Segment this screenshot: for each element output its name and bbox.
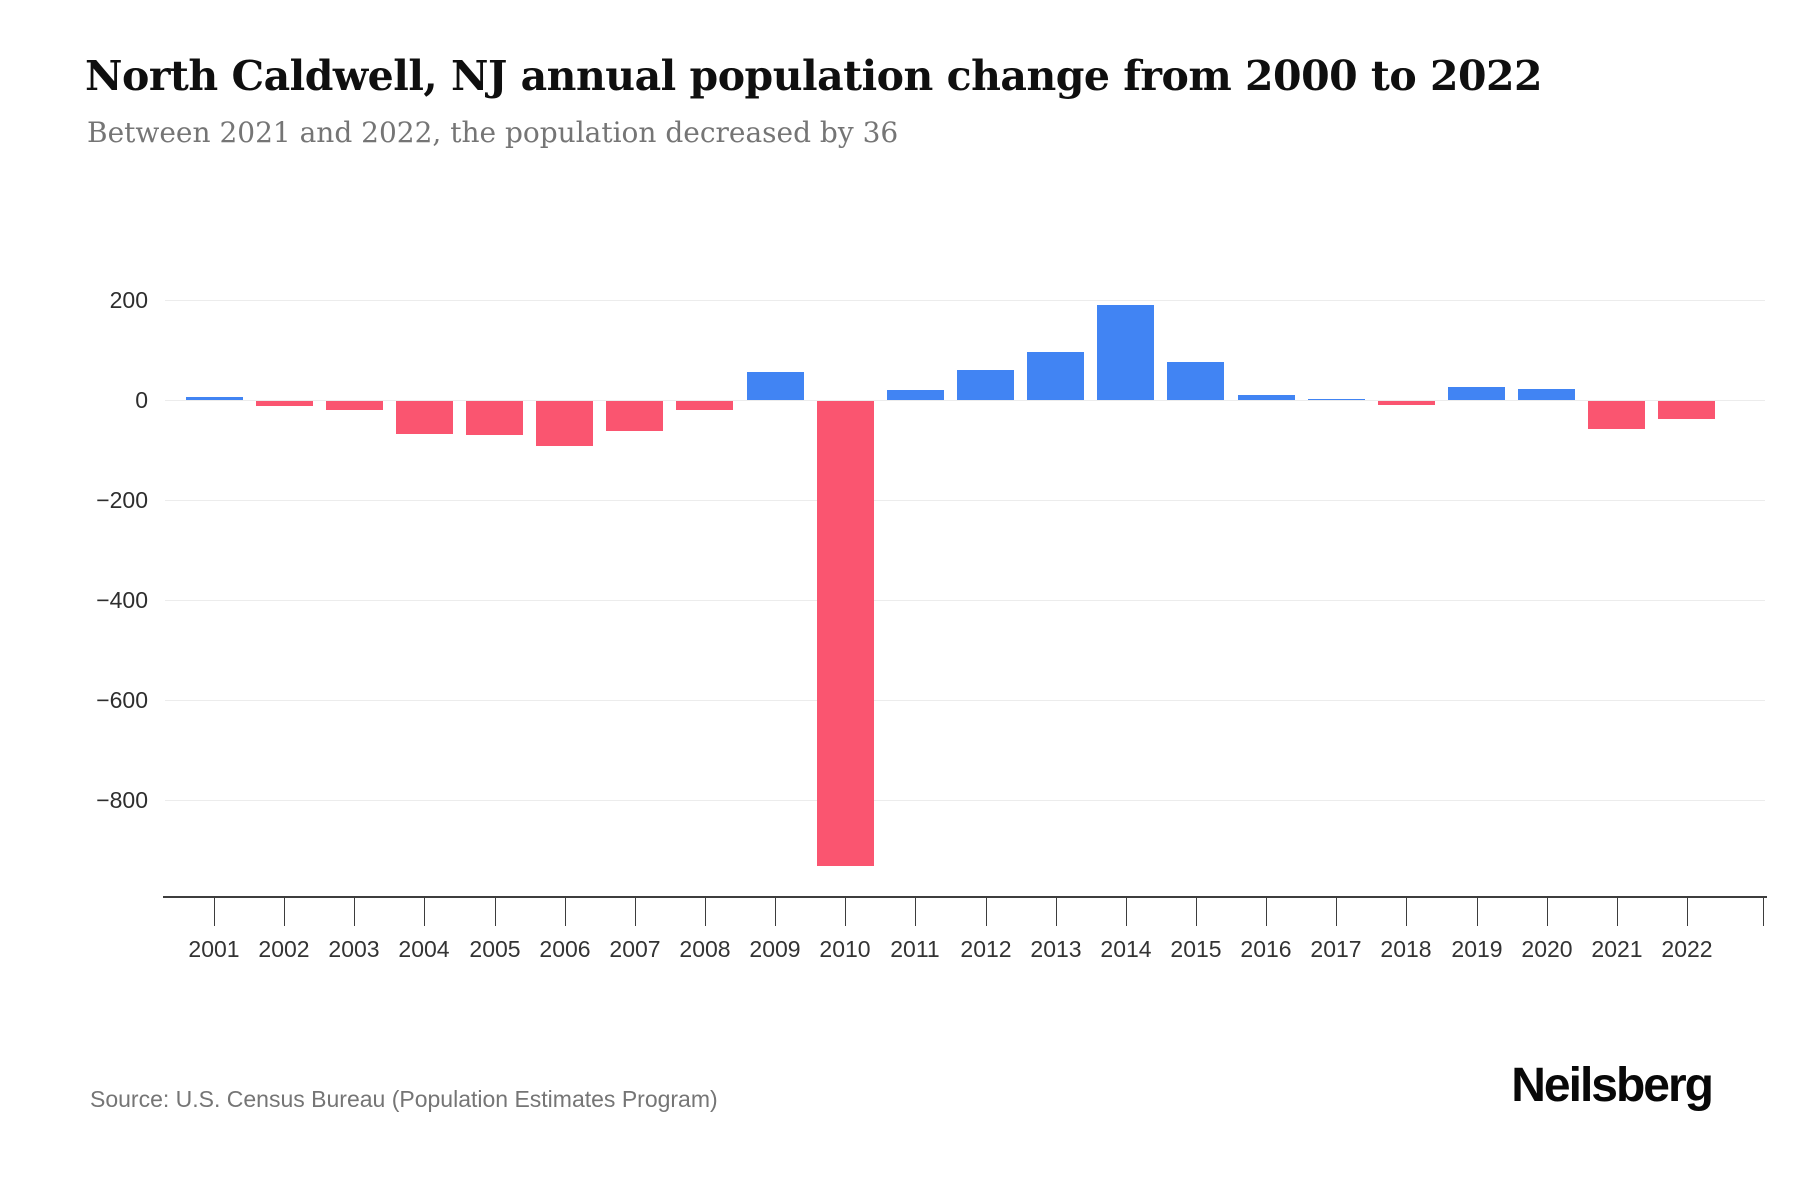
x-axis-line	[163, 896, 1767, 898]
bar-2020[interactable]	[1518, 389, 1575, 400]
bar-2019[interactable]	[1448, 387, 1505, 400]
bar-2005[interactable]	[466, 401, 523, 435]
bar-2017[interactable]	[1308, 399, 1365, 400]
y-axis-label: −400	[96, 587, 148, 613]
x-axis-label: 2011	[890, 936, 940, 962]
bar-2016[interactable]	[1238, 395, 1295, 400]
axis-tick	[1477, 898, 1478, 926]
axis-tick	[1266, 898, 1267, 926]
x-axis-label: 2016	[1240, 936, 1292, 962]
gridline	[165, 500, 1765, 501]
axis-tick	[1126, 898, 1127, 926]
bar-2015[interactable]	[1167, 362, 1224, 400]
x-axis-label: 2020	[1521, 936, 1573, 962]
axis-tick	[986, 898, 987, 926]
bar-2001[interactable]	[186, 397, 243, 400]
bar-2004[interactable]	[396, 401, 453, 434]
x-axis-label: 2018	[1380, 936, 1432, 962]
axis-tick	[1687, 898, 1688, 926]
gridline	[165, 800, 1765, 801]
gridline	[165, 400, 1765, 401]
chart-subtitle: Between 2021 and 2022, the population de…	[87, 116, 899, 149]
x-axis-label: 2004	[398, 936, 450, 962]
x-axis-label: 2010	[819, 936, 871, 962]
axis-tick	[845, 898, 846, 926]
axis-tick	[1196, 898, 1197, 926]
bar-2013[interactable]	[1027, 352, 1084, 400]
x-axis-label: 2001	[188, 936, 240, 962]
bar-2021[interactable]	[1588, 401, 1645, 429]
y-axis-label: −200	[96, 487, 148, 513]
y-axis-label: 0	[135, 387, 148, 413]
x-axis-label: 2014	[1100, 936, 1152, 962]
x-axis-label: 2009	[749, 936, 801, 962]
axis-tick	[214, 898, 215, 926]
axis-tick	[1547, 898, 1548, 926]
x-axis-label: 2015	[1170, 936, 1222, 962]
axis-tick	[1056, 898, 1057, 926]
axis-tick	[915, 898, 916, 926]
bar-2009[interactable]	[747, 372, 804, 400]
bar-2022[interactable]	[1658, 401, 1715, 419]
x-axis-label: 2006	[539, 936, 591, 962]
x-axis-label: 2005	[469, 936, 521, 962]
x-axis-label: 2013	[1030, 936, 1082, 962]
bar-2014[interactable]	[1097, 305, 1154, 400]
chart-title: North Caldwell, NJ annual population cha…	[85, 52, 1543, 100]
x-axis-label: 2017	[1310, 936, 1362, 962]
axis-tick	[284, 898, 285, 926]
bar-2007[interactable]	[606, 401, 663, 431]
axis-tick	[495, 898, 496, 926]
x-axis-label: 2012	[960, 936, 1012, 962]
x-axis-label: 2022	[1661, 936, 1713, 962]
bar-2010[interactable]	[817, 401, 874, 866]
x-axis-label: 2008	[679, 936, 731, 962]
axis-tick	[1336, 898, 1337, 926]
y-axis-label: 200	[109, 287, 148, 313]
x-axis-label: 2003	[328, 936, 380, 962]
bar-2011[interactable]	[887, 390, 944, 400]
gridline	[165, 600, 1765, 601]
axis-tick	[705, 898, 706, 926]
bar-2008[interactable]	[676, 401, 733, 410]
axis-end-tick	[1763, 898, 1764, 926]
axis-tick	[424, 898, 425, 926]
neilsberg-logo: Neilsberg	[1511, 1059, 1714, 1112]
bar-2006[interactable]	[536, 401, 593, 446]
y-axis-label: −800	[96, 787, 148, 813]
axis-tick	[354, 898, 355, 926]
gridline	[165, 700, 1765, 701]
x-axis-label: 2002	[258, 936, 310, 962]
gridline	[165, 300, 1765, 301]
bar-2003[interactable]	[326, 401, 383, 410]
x-axis-label: 2021	[1591, 936, 1643, 962]
axis-tick	[1617, 898, 1618, 926]
y-axis-label: −600	[96, 687, 148, 713]
axis-tick	[775, 898, 776, 926]
bar-2002[interactable]	[256, 401, 313, 406]
source-note: Source: U.S. Census Bureau (Population E…	[90, 1086, 718, 1112]
axis-tick	[565, 898, 566, 926]
bar-2012[interactable]	[957, 370, 1014, 400]
x-axis-label: 2007	[609, 936, 661, 962]
x-axis-label: 2019	[1451, 936, 1503, 962]
axis-tick	[635, 898, 636, 926]
axis-tick	[1406, 898, 1407, 926]
bar-2018[interactable]	[1378, 401, 1435, 405]
